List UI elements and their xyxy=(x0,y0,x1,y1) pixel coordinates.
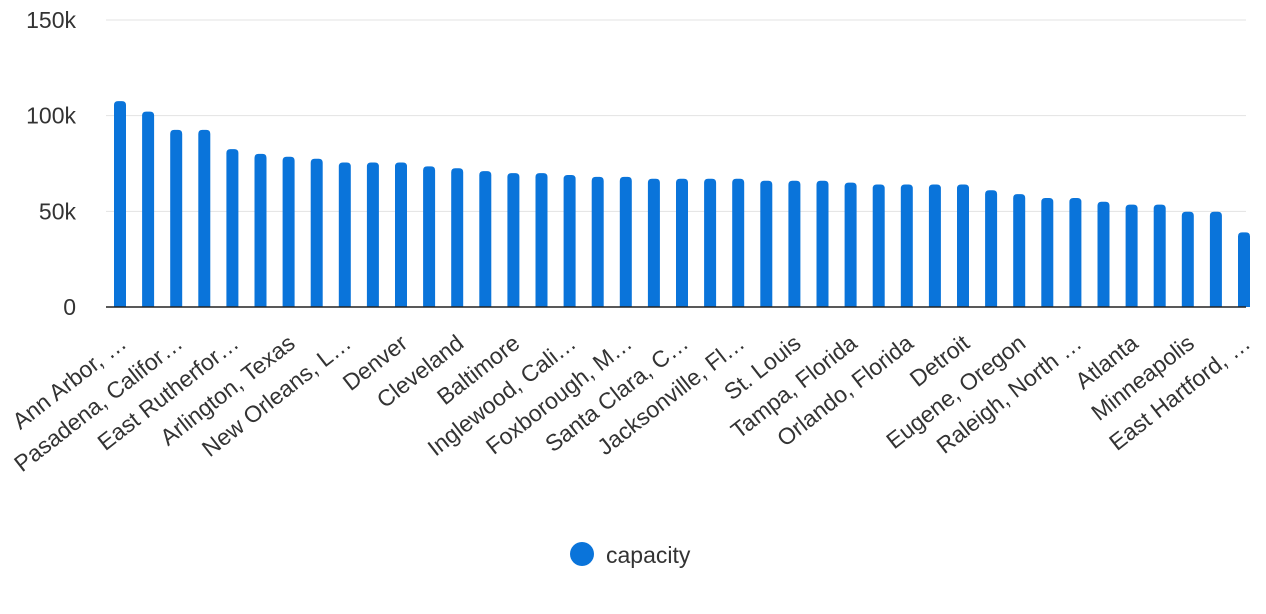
bar xyxy=(563,174,576,307)
y-tick-label: 100k xyxy=(26,103,76,129)
bar xyxy=(1153,204,1166,307)
bar xyxy=(732,178,745,307)
bar xyxy=(1097,201,1110,307)
bar xyxy=(507,173,520,307)
bar xyxy=(676,178,688,307)
bar xyxy=(704,178,717,307)
bar xyxy=(844,182,857,307)
bar xyxy=(1125,204,1138,307)
bar xyxy=(1069,197,1082,307)
bar xyxy=(423,166,436,307)
bar xyxy=(591,176,604,307)
y-tick-label: 50k xyxy=(39,198,77,224)
bar xyxy=(1041,197,1054,307)
bar xyxy=(1013,194,1026,307)
y-tick-label: 150k xyxy=(26,7,76,33)
bar xyxy=(198,129,211,307)
bar xyxy=(282,156,295,307)
legend-marker xyxy=(570,542,594,566)
bar xyxy=(366,162,379,307)
bar xyxy=(395,162,407,307)
bar xyxy=(535,173,548,307)
bar xyxy=(142,111,155,308)
legend-label: capacity xyxy=(606,542,691,568)
bar xyxy=(872,184,885,307)
bar xyxy=(1181,211,1194,307)
bar xyxy=(788,180,801,307)
legend: capacity xyxy=(570,542,691,568)
bar xyxy=(619,176,632,307)
bar xyxy=(114,101,126,308)
bar xyxy=(226,149,239,307)
bar xyxy=(254,153,267,307)
bar xyxy=(647,178,660,307)
y-tick-label: 0 xyxy=(63,294,76,320)
bar xyxy=(760,180,773,307)
bar xyxy=(170,129,183,307)
bar xyxy=(1209,211,1222,307)
bar xyxy=(1238,232,1250,307)
bar xyxy=(957,184,969,307)
bar xyxy=(816,180,829,307)
bar xyxy=(900,184,913,307)
bar xyxy=(338,162,351,307)
bar xyxy=(479,171,492,307)
bar xyxy=(928,184,941,307)
bar xyxy=(985,190,998,307)
bar xyxy=(310,158,323,307)
bar xyxy=(451,168,464,307)
